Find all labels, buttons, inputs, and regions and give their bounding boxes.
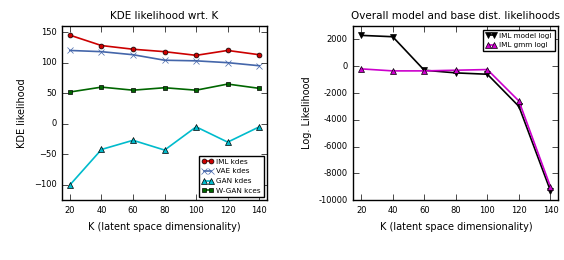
- IML kdes: [130, 48, 136, 51]
- IML model logl: [452, 71, 459, 74]
- W-GAN kces: [224, 82, 231, 86]
- IML model logl: [421, 69, 428, 72]
- IML model logl: [547, 189, 554, 192]
- IML kdes: [161, 50, 168, 53]
- IML gmm logl: [452, 69, 459, 72]
- VAE kdes: [130, 53, 136, 56]
- IML gmm logl: [484, 68, 491, 71]
- Legend: IML kdes, VAE kdes, GAN kdes, W-GAN kces: IML kdes, VAE kdes, GAN kdes, W-GAN kces: [200, 156, 263, 197]
- GAN kdes: [224, 141, 231, 144]
- VAE kdes: [224, 61, 231, 64]
- VAE kdes: [98, 50, 105, 53]
- IML gmm logl: [421, 69, 428, 73]
- GAN kdes: [193, 125, 200, 128]
- IML model logl: [484, 73, 491, 76]
- Line: GAN kdes: GAN kdes: [67, 124, 262, 188]
- W-GAN kces: [256, 87, 263, 90]
- GAN kdes: [161, 148, 168, 152]
- IML model logl: [389, 35, 396, 38]
- W-GAN kces: [67, 90, 73, 94]
- Line: IML model logl: IML model logl: [358, 32, 553, 194]
- GAN kdes: [98, 148, 105, 151]
- W-GAN kces: [98, 86, 105, 89]
- X-axis label: K (latent space dimensionality): K (latent space dimensionality): [380, 222, 532, 232]
- IML kdes: [256, 53, 263, 56]
- GAN kdes: [130, 139, 136, 142]
- X-axis label: K (latent space dimensionality): K (latent space dimensionality): [89, 222, 241, 232]
- GAN kdes: [256, 125, 263, 128]
- Line: IML gmm logl: IML gmm logl: [358, 66, 553, 190]
- VAE kdes: [256, 64, 263, 67]
- IML model logl: [515, 105, 522, 108]
- Line: W-GAN kces: W-GAN kces: [68, 82, 262, 94]
- W-GAN kces: [193, 89, 200, 92]
- Title: Overall model and base dist. likelihoods: Overall model and base dist. likelihoods: [351, 11, 560, 21]
- VAE kdes: [161, 59, 168, 62]
- IML gmm logl: [358, 67, 364, 70]
- W-GAN kces: [161, 86, 168, 89]
- Title: KDE likelihood wrt. K: KDE likelihood wrt. K: [111, 11, 219, 21]
- Y-axis label: KDE likelihood: KDE likelihood: [17, 78, 27, 148]
- W-GAN kces: [130, 89, 136, 92]
- GAN kdes: [67, 183, 73, 186]
- IML gmm logl: [547, 185, 554, 188]
- IML kdes: [193, 54, 200, 57]
- Line: VAE kdes: VAE kdes: [67, 48, 262, 68]
- IML kdes: [224, 49, 231, 52]
- IML gmm logl: [389, 69, 396, 73]
- VAE kdes: [67, 49, 73, 52]
- IML kdes: [67, 34, 73, 37]
- Y-axis label: Log. Likelihood: Log. Likelihood: [302, 77, 311, 150]
- VAE kdes: [193, 59, 200, 62]
- Legend: IML model logl, IML gmm logl: IML model logl, IML gmm logl: [483, 30, 555, 51]
- IML gmm logl: [515, 100, 522, 103]
- Line: IML kdes: IML kdes: [68, 33, 262, 58]
- IML kdes: [98, 44, 105, 47]
- IML model logl: [358, 34, 364, 37]
